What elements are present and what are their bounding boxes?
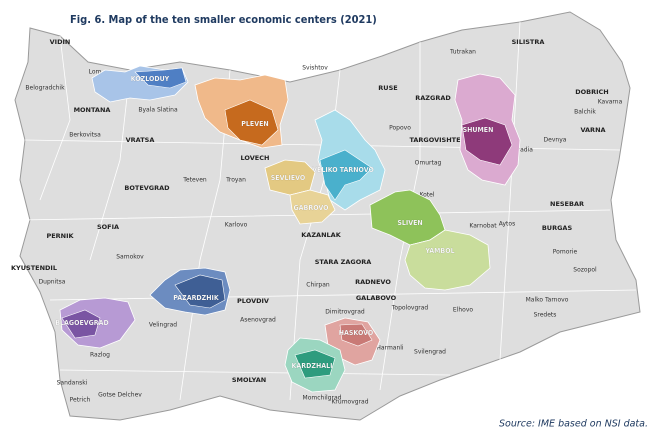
center-name: VELIKO TARNOVO <box>312 166 374 174</box>
place-label: PERNIK <box>46 232 74 240</box>
place-label: Razlog <box>90 352 110 359</box>
place-label: Velingrad <box>149 322 177 329</box>
center-core <box>461 117 513 166</box>
place-label: Dimitrovgrad <box>325 309 365 316</box>
place-label: Devnya <box>544 137 567 144</box>
place-label: Kavarna <box>598 99 623 106</box>
place-label: Karnobat <box>469 223 497 230</box>
place-label: Elhovo <box>453 307 473 314</box>
place-label: BOTEVGRAD <box>124 184 170 192</box>
center-core <box>174 274 226 309</box>
place-label: GALABOVO <box>356 294 397 302</box>
center-core <box>294 349 336 379</box>
place-label: Dupnitsa <box>39 279 66 286</box>
place-label: Lom <box>89 69 102 76</box>
center-name: BLAGOEVGRAD <box>55 319 109 327</box>
place-label: Momchilgrad <box>303 395 342 402</box>
place-label: VRATSA <box>126 136 155 144</box>
place-label: LOVECH <box>241 154 270 162</box>
place-label: VARNA <box>580 126 605 134</box>
center-core <box>339 323 373 347</box>
place-label: Pomorie <box>553 249 578 256</box>
place-label: STARA ZAGORA <box>315 258 372 266</box>
center-core <box>224 99 279 146</box>
place-label: KAZANLAK <box>301 231 341 239</box>
title: Fig. 6. Map of the ten smaller economic … <box>70 13 377 26</box>
center-name: KOZLODUY <box>131 75 170 83</box>
place-label: Balchik <box>574 109 596 116</box>
place-label: Krumovgrad <box>331 399 368 406</box>
center-core <box>61 309 101 339</box>
center-name: YAMBOL <box>424 247 454 255</box>
place-label: Belogradchik <box>25 85 65 92</box>
place-label: Chirpan <box>306 282 330 289</box>
center-core <box>319 149 373 201</box>
place-label: Gotse Delchev <box>98 392 142 399</box>
place-label: PLOVDIV <box>237 297 269 305</box>
place-label: Sredets <box>534 312 557 319</box>
center-area <box>404 229 491 291</box>
center-name: SEVLIEVO <box>271 174 306 182</box>
place-label: BURGAS <box>542 224 573 232</box>
place-label: Petrich <box>70 397 91 404</box>
place-label: SMOLYAN <box>232 376 266 384</box>
place-label: Troyan <box>225 177 246 184</box>
place-label: KYUSTENDIL <box>11 264 57 272</box>
place-label: Svishtov <box>302 65 328 72</box>
center-name: SLIVEN <box>397 219 422 227</box>
place-label: MONTANA <box>74 106 111 114</box>
center-core <box>134 67 187 89</box>
place-label: Tutrakan <box>449 49 476 56</box>
place-label: Karlovo <box>225 222 248 229</box>
place-label: SILISTRA <box>512 38 545 46</box>
place-label: VIDIN <box>50 38 71 46</box>
place-label: NESEBAR <box>550 200 584 208</box>
place-label: Samokov <box>116 254 144 261</box>
place-label: Harmanli <box>376 345 404 352</box>
center-name: SHUMEN <box>463 126 494 134</box>
center-name: KARDZHALI <box>292 362 333 370</box>
place-label: Omurtag <box>415 160 442 167</box>
place-label: SOFIA <box>97 223 119 231</box>
place-label: RAZGRAD <box>415 94 451 102</box>
place-label: Topolovgrad <box>391 305 429 312</box>
place-label: Aytos <box>499 221 515 228</box>
place-label: RUSE <box>378 84 397 92</box>
place-label: Provadia <box>507 147 533 154</box>
place-label: Teteven <box>182 177 207 184</box>
place-label: Byala Slatina <box>138 107 178 114</box>
center-name: GABROVO <box>294 204 330 212</box>
center-area <box>289 189 336 225</box>
center-name: PAZARDZHIK <box>173 294 220 302</box>
place-label: Kotel <box>419 192 434 199</box>
place-label: RADNEVO <box>355 278 391 286</box>
source: Source: IME based on NSI data. <box>499 419 648 430</box>
center-name: PLEVEN <box>241 120 268 128</box>
place-label: Malko Tarnovo <box>526 297 569 304</box>
place-label: Popovo <box>389 125 411 132</box>
place-label: Svilengrad <box>414 349 446 356</box>
place-label: Sandanski <box>57 380 88 387</box>
place-label: Berkovitsa <box>69 132 101 139</box>
center-area <box>264 159 316 196</box>
center-name: HASKOVO <box>339 329 374 337</box>
place-label: Sozopol <box>573 267 597 274</box>
place-label: DOBRICH <box>575 88 609 96</box>
place-label: Asenovgrad <box>240 317 276 324</box>
place-label: TARGOVISHTE <box>409 136 460 144</box>
